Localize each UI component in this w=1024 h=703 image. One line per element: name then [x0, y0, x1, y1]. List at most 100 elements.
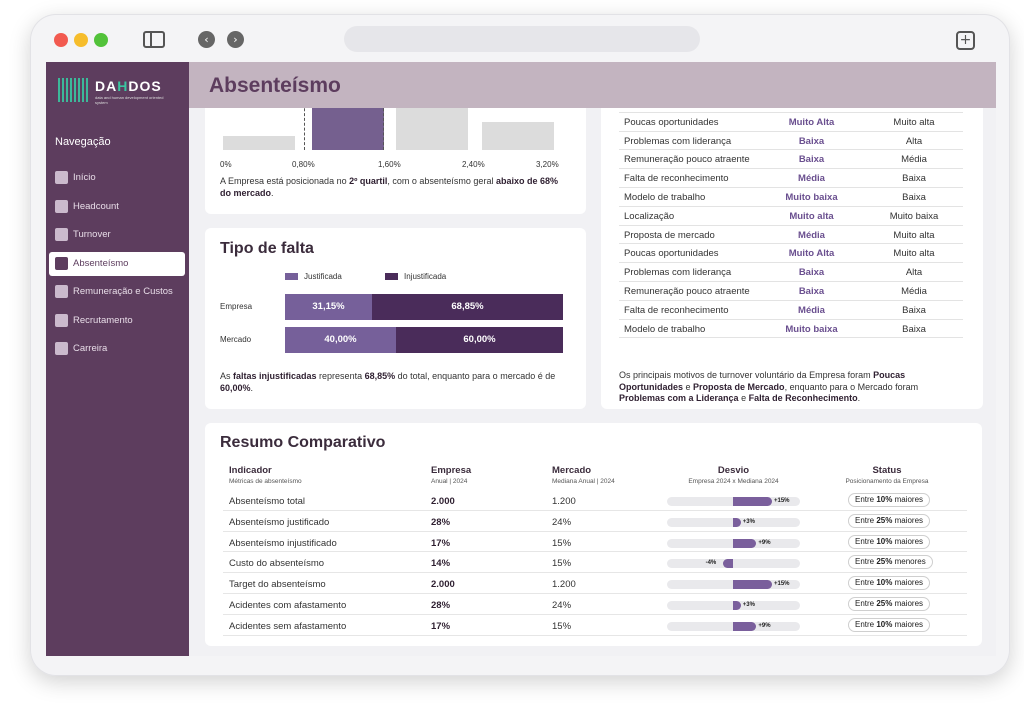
browser-chrome: ‹ › +	[30, 14, 1010, 64]
absence-type-title: Tipo de falta	[220, 240, 314, 257]
market-level-cell: Média	[901, 286, 927, 297]
status-text: Entre	[855, 578, 877, 588]
company-level-cell: Muito alta	[789, 210, 834, 222]
table-row: Problemas com liderança Baixa Alta	[619, 263, 963, 282]
market-level-cell: Muito baixa	[889, 210, 939, 222]
status-percent: 10%	[876, 536, 893, 546]
reason-cell: Proposta de mercado	[624, 229, 715, 241]
new-tab-icon[interactable]: +	[956, 31, 975, 50]
sidebar-item-recrutamento[interactable]: Recrutamento	[49, 309, 185, 333]
company-value-cell: 2.000	[431, 496, 455, 507]
sidebar-item-turnover[interactable]: Turnover	[49, 223, 185, 247]
status-text: Entre	[855, 599, 877, 608]
deviation-label: +9%	[758, 539, 771, 546]
company-level-cell: Muito Alta	[788, 248, 835, 260]
back-arrow-icon[interactable]: ‹	[198, 31, 215, 48]
status-percent: 25%	[876, 557, 893, 567]
header-empresa: Empresa	[431, 465, 472, 476]
logo-mark-icon	[58, 78, 88, 102]
reason-cell: Poucas oportunidades	[624, 248, 719, 260]
quartile-text: A Empresa está posicionada no 2º quartil…	[220, 176, 558, 198]
comparative-summary-card: Resumo Comparativo Indicador Métricas de…	[205, 423, 982, 646]
deviation-fill	[722, 559, 733, 569]
deviation-fill	[733, 538, 757, 548]
nav-checkbox-icon	[55, 228, 68, 241]
status-text: Entre	[855, 557, 877, 567]
nav-heading: Navegação	[55, 136, 111, 148]
quartile-bar	[482, 122, 554, 150]
market-value-cell: 15%	[552, 620, 572, 632]
page-header: Absenteísmo	[189, 62, 996, 108]
header-indicador: Indicador	[229, 465, 272, 476]
header-status: Status	[872, 465, 902, 476]
deviation-fill	[733, 621, 757, 631]
market-value-cell: 15%	[552, 558, 572, 570]
status-percent: 10%	[876, 495, 893, 504]
forward-arrow-icon[interactable]: ›	[227, 31, 244, 48]
sidebar-item-label: Headcount	[73, 200, 119, 212]
indicator-cell: Custo do absenteísmo	[229, 558, 325, 570]
indicator-cell: Absenteísmo total	[229, 496, 306, 507]
status-text: maiores	[892, 599, 924, 608]
indicator-cell: Acidentes com afastamento	[229, 600, 347, 611]
reason-cell: Remuneração pouco atraente	[624, 154, 750, 166]
deviation-bar: +15%	[667, 497, 800, 506]
indicator-cell: Absenteísmo justificado	[229, 516, 330, 528]
market-level-cell: Baixa	[902, 192, 926, 203]
indicator-cell: Acidentes sem afastamento	[229, 620, 347, 632]
deviation-fill	[733, 580, 772, 590]
bar-segment-justificada: 31,15%	[285, 294, 372, 320]
device-frame: ‹ › + DAHDOS data and human development …	[30, 14, 1010, 676]
absence-row-label: Empresa	[220, 302, 253, 311]
sidebar-item-carreira[interactable]: Carreira	[49, 337, 185, 361]
address-bar[interactable]	[344, 26, 700, 52]
table-row: Absenteísmo justificado 28% 24% +3% Entre 25…	[223, 511, 967, 532]
sidebar-item-remunera-o-e-custos[interactable]: Remuneração e Custos	[49, 280, 185, 304]
quartile-tick-label: 1,60%	[378, 160, 401, 169]
table-row: Absenteísmo total 2.000 1.200 +15% Entre 10%…	[223, 490, 967, 511]
status-text: maiores	[892, 619, 924, 629]
reason-cell: Problemas com liderança	[624, 135, 732, 147]
deviation-fill	[733, 517, 741, 527]
company-value-cell: 28%	[431, 600, 451, 611]
status-text: maiores	[892, 536, 924, 546]
sidebar-toggle-icon[interactable]	[143, 31, 165, 48]
bar-segment-justificada: 40,00%	[285, 327, 396, 353]
market-value-cell: 1.200	[552, 496, 576, 507]
sidebar: DAHDOS data and human development orient…	[46, 62, 189, 656]
sidebar-item-label: Recrutamento	[73, 314, 133, 326]
sidebar-item-label: Absenteísmo	[73, 257, 129, 269]
table-row: Localização Muito alta Muito baixa	[619, 207, 963, 226]
sidebar-item-headcount[interactable]: Headcount	[49, 195, 185, 219]
company-value-cell: 28%	[431, 516, 451, 528]
table-row: Remuneração pouco atraente Baixa Média	[619, 282, 963, 301]
reason-cell: Problemas com liderança	[624, 267, 732, 279]
status-badge: Entre 10% maiores	[848, 534, 931, 549]
market-level-cell: Muito alta	[893, 248, 935, 260]
company-level-cell: Baixa	[798, 267, 825, 279]
sidebar-item-absente-smo[interactable]: Absenteísmo	[49, 251, 185, 276]
table-row: Custo do absenteísmo 14% 15% -4% Entre 25% m…	[223, 552, 967, 574]
sidebar-item-in-cio[interactable]: Início	[49, 166, 185, 190]
table-row: Absenteísmo injustificado 17% 15% +9% Entre …	[223, 532, 967, 553]
table-row: Remuneração pouco atraente Baixa Média	[619, 150, 963, 170]
deviation-bar: +3%	[667, 601, 800, 610]
reason-cell: Remuneração pouco atraente	[624, 286, 750, 297]
deviation-bar: +9%	[667, 621, 800, 631]
nav-checkbox-icon	[55, 171, 68, 184]
status-badge: Entre 10% maiores	[848, 617, 931, 632]
table-row: Falta de reconhecimento Média Baixa	[619, 301, 963, 320]
close-window-button[interactable]	[54, 33, 68, 47]
quartile-bar	[312, 100, 384, 150]
bar-segment-injustificada: 68,85%	[372, 294, 563, 320]
quartile-tick-label: 0%	[220, 160, 232, 169]
deviation-label: -4%	[705, 560, 717, 567]
table-row: Target do absenteísmo 2.000 1.200 +15% Entre…	[223, 573, 967, 594]
turnover-reasons-text: Os principais motivos de turnover volunt…	[619, 370, 919, 403]
table-row: Poucas oportunidades Muito Alta Muito alta	[619, 244, 963, 264]
deviation-bar: +3%	[667, 517, 800, 527]
status-text: menores	[892, 557, 926, 567]
minimize-window-button[interactable]	[74, 33, 88, 47]
maximize-window-button[interactable]	[94, 33, 108, 47]
